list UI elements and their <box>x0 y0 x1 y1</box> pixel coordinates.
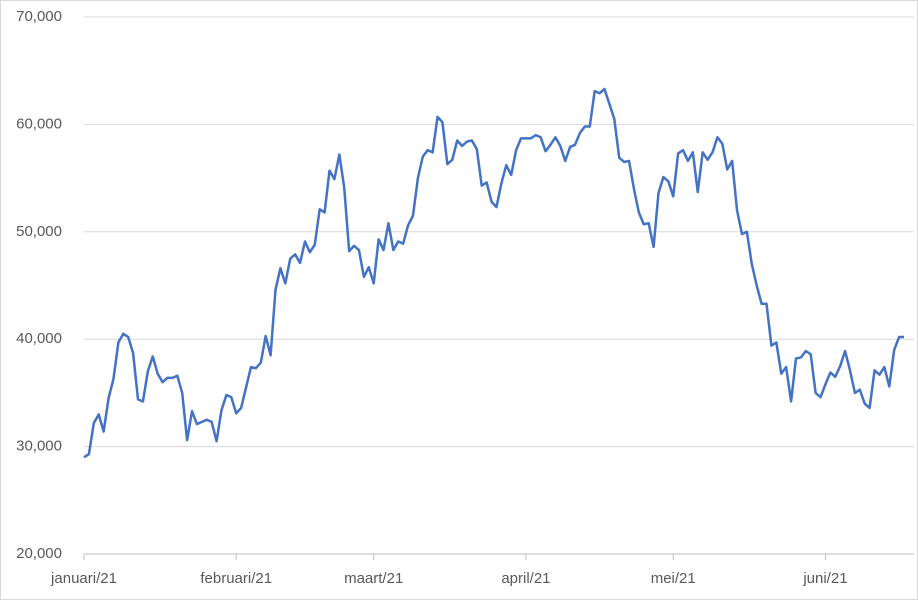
x-tick-label: mei/21 <box>651 570 696 587</box>
x-tick-label: maart/21 <box>344 570 403 587</box>
x-tick-label: februari/21 <box>200 570 272 587</box>
y-tick-label: 40,000 <box>16 330 62 347</box>
x-tick-label: juni/21 <box>802 570 847 587</box>
line-series <box>83 87 904 459</box>
y-tick-label: 30,000 <box>16 438 62 455</box>
y-tick-label: 20,000 <box>16 545 62 562</box>
y-tick-label: 70,000 <box>16 8 62 25</box>
x-tick-label: januari/21 <box>50 570 117 587</box>
x-tick-label: april/21 <box>501 570 550 587</box>
y-tick-label: 60,000 <box>16 115 62 132</box>
y-tick-label: 50,000 <box>16 223 62 240</box>
